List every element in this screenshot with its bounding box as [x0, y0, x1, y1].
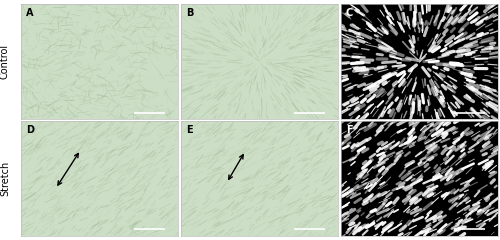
Text: F: F — [346, 125, 352, 135]
Text: E: E — [186, 125, 192, 135]
Text: B: B — [186, 8, 193, 18]
Text: A: A — [26, 8, 33, 18]
Text: Stretch: Stretch — [0, 161, 10, 196]
Text: Control: Control — [0, 44, 10, 79]
Text: C: C — [346, 8, 353, 18]
Text: D: D — [26, 125, 34, 135]
